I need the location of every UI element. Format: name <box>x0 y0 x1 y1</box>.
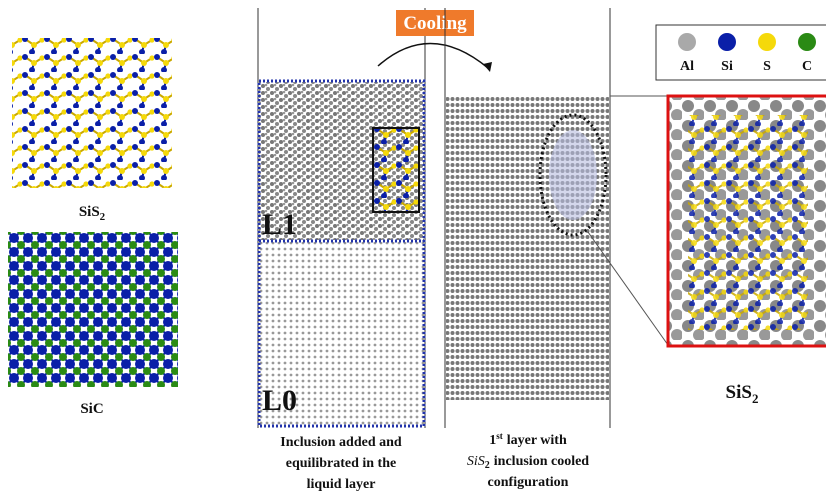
legend-label: C <box>802 59 812 74</box>
caption: liquid layer <box>307 477 376 492</box>
zoom-inclusion <box>688 115 808 330</box>
caption-part: SiS <box>467 454 485 469</box>
sis2-label: SiS2 <box>726 382 759 406</box>
cooling-arrow <box>378 43 488 68</box>
legend-label: Si <box>721 59 733 74</box>
label-sub: 2 <box>752 391 759 406</box>
sis2-label: SiS2 <box>79 204 106 223</box>
legend-label: Al <box>680 59 694 74</box>
caption-part: inclusion cooled <box>494 454 590 469</box>
caption-sup: st <box>496 431 503 441</box>
layer-label: L0 <box>262 384 297 417</box>
legend-label: S <box>763 59 771 74</box>
caption-part: layer with <box>507 433 567 448</box>
sic-crystal <box>8 232 178 387</box>
caption: Inclusion added and <box>280 435 402 450</box>
legend-swatch <box>758 33 776 51</box>
caption: equilibrated in the <box>286 456 396 471</box>
label-text: SiS <box>726 382 752 403</box>
caption: configuration <box>488 475 569 490</box>
legend-swatch <box>798 33 816 51</box>
caption-sub: 2 <box>485 460 490 471</box>
cooling-label: Cooling <box>403 13 467 34</box>
inclusion <box>549 130 597 220</box>
sis2-crystal <box>12 38 172 188</box>
sic-label: SiC <box>80 401 103 417</box>
caption-part: 1 <box>489 433 496 448</box>
caption: 1st layer with <box>489 431 567 448</box>
inclusion-box <box>373 128 419 212</box>
label-text: SiS <box>79 204 100 220</box>
caption: SiS2 inclusion cooled <box>467 454 589 471</box>
legend-swatch <box>678 33 696 51</box>
legend-swatch <box>718 33 736 51</box>
arrow-head <box>483 62 492 72</box>
figure: SiS2 SiC L1 L0 Cooling AlSiSC SiS2 Inclu… <box>0 0 826 495</box>
label-sub: 2 <box>100 211 106 223</box>
layer-label: L1 <box>262 208 297 241</box>
